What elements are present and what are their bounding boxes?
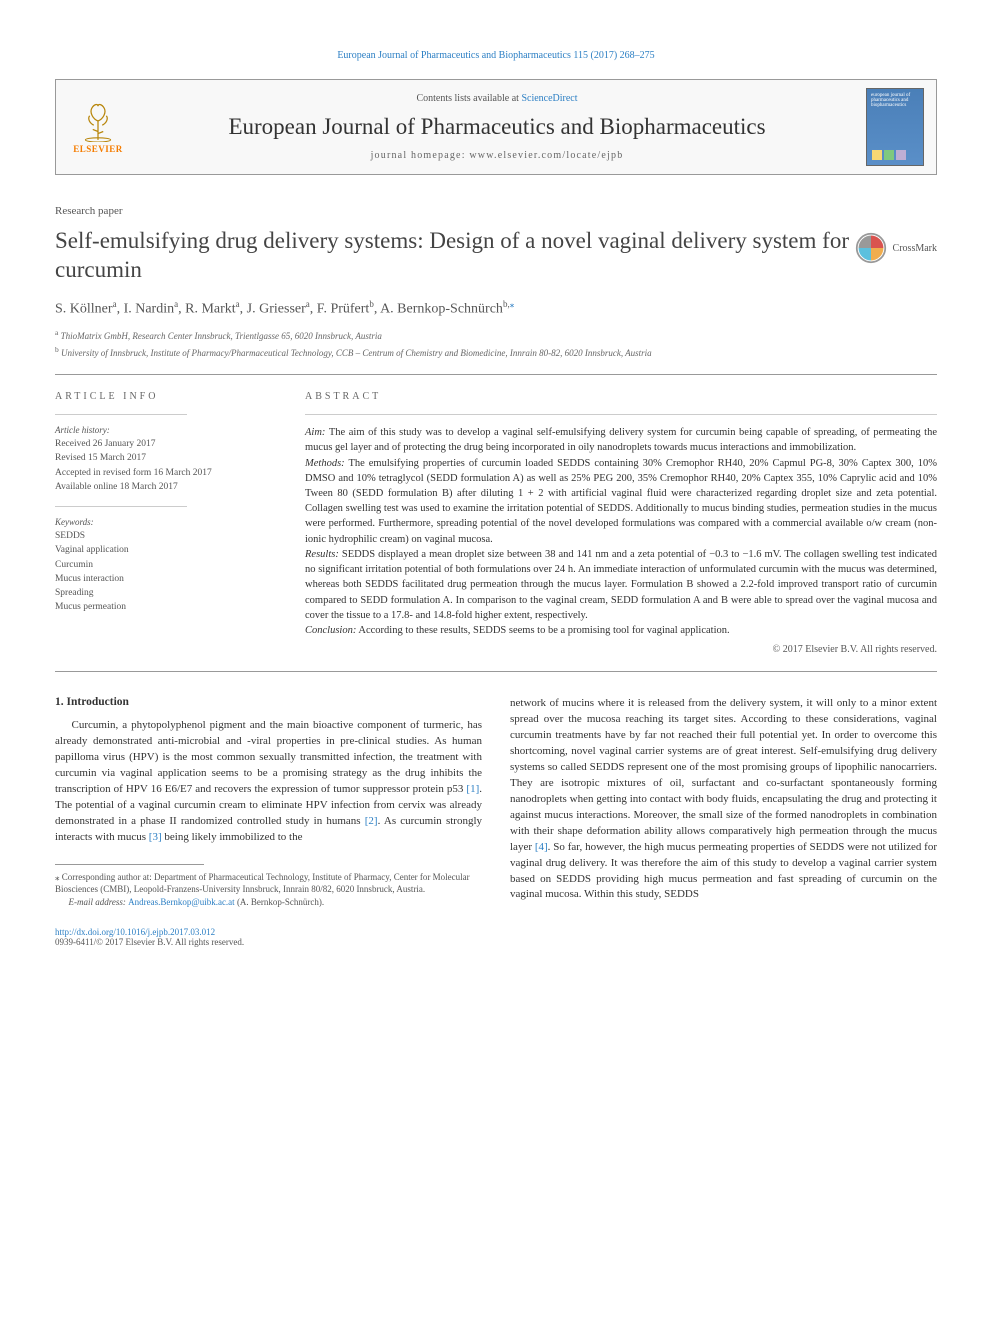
homepage-url[interactable]: www.elsevier.com/locate/ejpb xyxy=(469,150,623,161)
conclusion-label: Conclusion: xyxy=(305,625,356,636)
sciencedirect-link[interactable]: ScienceDirect xyxy=(521,93,577,104)
author-2: I. Nardin xyxy=(124,301,175,316)
article-type: Research paper xyxy=(55,205,937,217)
history-label: Article history: xyxy=(55,425,275,435)
abstract-copyright: © 2017 Elsevier B.V. All rights reserved… xyxy=(305,644,937,655)
column-right: network of mucins where it is released f… xyxy=(510,696,937,908)
history-revised: Revised 15 March 2017 xyxy=(55,451,275,465)
author-1: S. Köllner xyxy=(55,301,113,316)
results-text: SEDDS displayed a mean droplet size betw… xyxy=(305,549,937,621)
article-info-heading: ARTICLE INFO xyxy=(55,391,275,402)
aim-label: Aim: xyxy=(305,427,325,438)
keyword-1: Vaginal application xyxy=(55,543,275,557)
contents-line: Contents lists available at ScienceDirec… xyxy=(143,93,851,104)
history-received: Received 26 January 2017 xyxy=(55,437,275,451)
intro-text-col2-a: network of mucins where it is released f… xyxy=(510,697,937,852)
crossmark-icon xyxy=(855,232,887,264)
crossmark-label: CrossMark xyxy=(893,243,937,254)
methods-label: Methods: xyxy=(305,458,345,469)
intro-text-a: Curcumin, a phytopolyphenol pigment and … xyxy=(55,719,482,795)
info-rule-1 xyxy=(55,414,187,415)
intro-paragraph-1-cont: network of mucins where it is released f… xyxy=(510,696,937,903)
cite-4[interactable]: [4] xyxy=(535,841,548,853)
abstract-rule xyxy=(305,414,937,415)
abstract-heading: ABSTRACT xyxy=(305,391,937,402)
doi-link[interactable]: http://dx.doi.org/10.1016/j.ejpb.2017.03… xyxy=(55,927,215,937)
keyword-0: SEDDS xyxy=(55,529,275,543)
journal-cover-thumbnail: european journal of pharmaceutics and bi… xyxy=(866,88,924,166)
author-6-aff: b, xyxy=(503,299,510,309)
cite-3[interactable]: [3] xyxy=(149,831,162,843)
rule-top xyxy=(55,374,937,375)
keyword-2: Curcumin xyxy=(55,558,275,572)
doi-block: http://dx.doi.org/10.1016/j.ejpb.2017.03… xyxy=(55,927,937,947)
history-online: Available online 18 March 2017 xyxy=(55,480,275,494)
contents-prefix: Contents lists available at xyxy=(416,93,521,104)
cite-2[interactable]: [2] xyxy=(365,815,378,827)
author-2-aff: a xyxy=(174,299,178,309)
info-rule-2 xyxy=(55,506,187,507)
email-footnote: E-mail address: Andreas.Bernkop@uibk.ac.… xyxy=(55,896,482,909)
author-3-aff: a xyxy=(236,299,240,309)
email-link[interactable]: Andreas.Bernkop@uibk.ac.at xyxy=(128,897,235,907)
journal-homepage: journal homepage: www.elsevier.com/locat… xyxy=(143,150,851,161)
publisher-name: ELSEVIER xyxy=(73,144,123,154)
header-center: Contents lists available at ScienceDirec… xyxy=(143,93,851,161)
aim-text: The aim of this study was to develop a v… xyxy=(305,427,937,453)
homepage-prefix: journal homepage: xyxy=(371,150,470,161)
cite-1[interactable]: [1] xyxy=(466,783,479,795)
body-columns: 1. Introduction Curcumin, a phytopolyphe… xyxy=(55,696,937,908)
intro-text-d: being likely immobilized to the xyxy=(162,831,303,843)
history-accepted: Accepted in revised form 16 March 2017 xyxy=(55,466,275,480)
intro-text-col2-b: . So far, however, the high mucus permea… xyxy=(510,841,937,901)
journal-title: European Journal of Pharmaceutics and Bi… xyxy=(143,114,851,140)
author-5: F. Prüfert xyxy=(317,301,370,316)
journal-header: ELSEVIER Contents lists available at Sci… xyxy=(55,79,937,175)
journal-citation-top[interactable]: European Journal of Pharmaceutics and Bi… xyxy=(55,50,937,61)
article-title: Self-emulsifying drug delivery systems: … xyxy=(55,227,855,285)
keywords-label: Keywords: xyxy=(55,517,275,527)
issn-copyright: 0939-6411/© 2017 Elsevier B.V. All right… xyxy=(55,937,937,947)
corresponding-author-footnote: ⁎ Corresponding author at: Department of… xyxy=(55,871,482,896)
cover-squares-icon xyxy=(872,150,906,160)
corr-text: Corresponding author at: Department of P… xyxy=(55,872,470,895)
author-5-aff: b xyxy=(369,299,374,309)
footnote-rule xyxy=(55,864,204,865)
conclusion-text: According to these results, SEDDS seems … xyxy=(356,625,729,636)
author-list: S. Köllnera, I. Nardina, R. Markta, J. G… xyxy=(55,299,937,318)
author-6-corr[interactable]: ⁎ xyxy=(510,299,515,309)
results-label: Results: xyxy=(305,549,339,560)
email-label: E-mail address: xyxy=(69,897,129,907)
affiliation-b: University of Innsbruck, Institute of Ph… xyxy=(61,348,652,358)
author-4: J. Griesser xyxy=(247,301,306,316)
cover-label: european journal of pharmaceutics and bi… xyxy=(871,93,910,108)
keyword-3: Mucus interaction xyxy=(55,572,275,586)
abstract-panel: ABSTRACT Aim: The aim of this study was … xyxy=(305,391,937,655)
author-4-aff: a xyxy=(306,299,310,309)
intro-paragraph-1: Curcumin, a phytopolyphenol pigment and … xyxy=(55,718,482,846)
column-left: 1. Introduction Curcumin, a phytopolyphe… xyxy=(55,696,482,908)
abstract-body: Aim: The aim of this study was to develo… xyxy=(305,425,937,638)
email-name: (A. Bernkop-Schnürch). xyxy=(235,897,324,907)
affiliation-a: ThioMatrix GmbH, Research Center Innsbru… xyxy=(61,331,382,341)
methods-text: The emulsifying properties of curcumin l… xyxy=(305,458,937,545)
author-1-aff: a xyxy=(113,299,117,309)
keyword-5: Mucus permeation xyxy=(55,600,275,614)
crossmark-badge[interactable]: CrossMark xyxy=(855,232,937,264)
rule-bottom xyxy=(55,671,937,672)
author-3: R. Markt xyxy=(185,301,236,316)
affiliations: a ThioMatrix GmbH, Research Center Innsb… xyxy=(55,327,937,360)
publisher-logo: ELSEVIER xyxy=(68,92,128,162)
section-1-heading: 1. Introduction xyxy=(55,696,482,708)
author-6: A. Bernkop-Schnürch xyxy=(380,301,503,316)
elsevier-tree-icon xyxy=(77,100,119,142)
keyword-4: Spreading xyxy=(55,586,275,600)
article-info-panel: ARTICLE INFO Article history: Received 2… xyxy=(55,391,275,655)
